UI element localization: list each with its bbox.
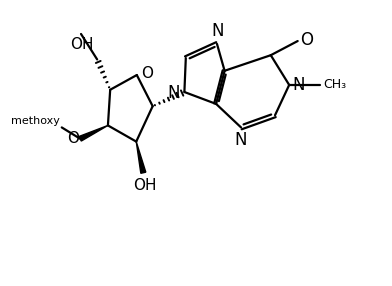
Text: O: O <box>67 131 80 146</box>
Text: O: O <box>142 66 153 81</box>
Polygon shape <box>79 126 108 141</box>
Text: methoxy: methoxy <box>11 116 60 126</box>
Text: OH: OH <box>133 178 156 192</box>
Polygon shape <box>136 142 146 173</box>
Text: N: N <box>234 131 247 149</box>
Text: N: N <box>168 84 180 102</box>
Text: O: O <box>300 31 313 49</box>
Text: OH: OH <box>70 37 93 52</box>
Text: N: N <box>293 76 305 94</box>
Text: N: N <box>212 22 224 40</box>
Text: CH₃: CH₃ <box>323 78 346 92</box>
